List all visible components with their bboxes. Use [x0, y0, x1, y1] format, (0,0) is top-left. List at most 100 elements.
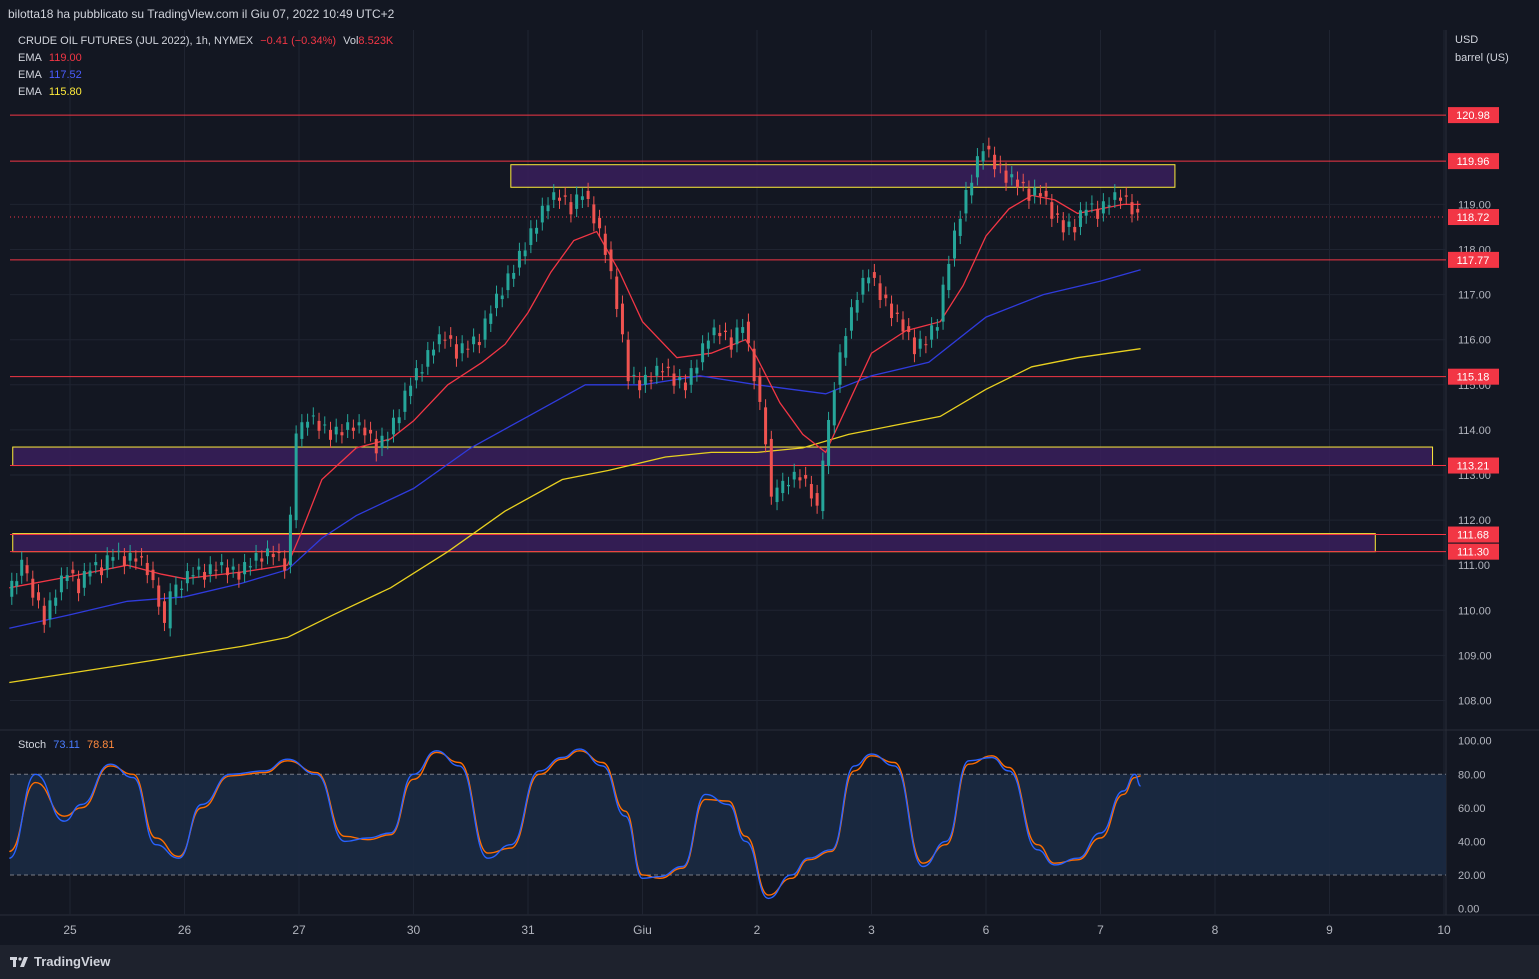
candle-body — [1107, 205, 1111, 207]
candle-body — [225, 567, 229, 576]
candle-body — [231, 566, 235, 570]
ema-value: 117.52 — [48, 69, 82, 81]
candle-body — [1124, 195, 1128, 197]
candle-body — [638, 380, 642, 391]
candle-body — [804, 475, 808, 479]
time-tick-label: 9 — [1326, 923, 1333, 937]
candle-body — [523, 250, 527, 257]
candle-body — [975, 156, 979, 178]
candle-body — [620, 303, 624, 335]
candle-body — [1136, 208, 1140, 213]
time-tick-label: 7 — [1097, 923, 1104, 937]
candle-body — [174, 584, 178, 597]
time-tick-label: 25 — [63, 923, 77, 937]
time-tick-label: 2 — [754, 923, 761, 937]
candle-body — [912, 337, 916, 355]
stoch-band-fill — [10, 774, 1446, 875]
candle-body — [311, 415, 315, 417]
footer-bar: TradingView — [0, 945, 1539, 979]
candle-body — [958, 218, 962, 236]
candle-body — [901, 319, 905, 332]
candle-body — [918, 338, 922, 349]
candle-body — [380, 435, 384, 448]
symbol-legend: CRUDE OIL FUTURES (JUL 2022), 1h, NYMEX … — [18, 35, 397, 47]
candle-body — [426, 350, 430, 367]
candle-body — [941, 284, 945, 322]
candle-body — [649, 380, 653, 382]
stoch-k-line — [8, 748, 1141, 900]
candle-body — [769, 438, 773, 497]
candle-body — [1021, 181, 1025, 184]
candle-body — [655, 365, 659, 376]
candle-body — [42, 605, 46, 625]
candle-body — [197, 566, 201, 570]
price-tick-label: 114.00 — [1458, 425, 1491, 437]
candle-body — [328, 429, 332, 440]
candle-body — [764, 407, 768, 445]
candle-body — [724, 330, 728, 333]
candle-body — [695, 367, 699, 374]
candle-body — [151, 569, 155, 581]
price-level-tag — [1448, 107, 1499, 124]
time-tick-label: 10 — [1437, 923, 1451, 937]
price-tick-label: 117.00 — [1458, 290, 1491, 302]
candle-body — [208, 564, 212, 575]
candle-body — [105, 555, 109, 570]
time-tick-label: 3 — [868, 923, 875, 937]
ema-legend-1[interactable]: EMA 119.00 — [18, 52, 86, 64]
ema-fast-line — [9, 194, 1141, 589]
candle-body — [1084, 209, 1088, 216]
supply-demand-zone — [12, 446, 1434, 467]
candle-body — [1078, 210, 1082, 227]
candle-body — [437, 334, 441, 345]
candle-body — [363, 427, 367, 436]
time-tick-label: 30 — [407, 923, 421, 937]
candle-body — [386, 439, 390, 442]
candle-body — [48, 600, 52, 620]
price-level-value: 119.96 — [1457, 156, 1490, 168]
stoch-legend[interactable]: Stoch 73.11 78.81 — [18, 739, 119, 751]
candle-body — [1050, 202, 1054, 219]
candle-body — [586, 190, 590, 199]
candle-body — [598, 217, 602, 229]
ema-legend-2[interactable]: EMA 117.52 — [18, 69, 86, 81]
candle-body — [1130, 202, 1134, 215]
candle-body — [449, 335, 453, 339]
candle-body — [397, 417, 401, 424]
candle-body — [953, 230, 957, 259]
candle-body — [357, 422, 361, 426]
candle-body — [678, 377, 682, 381]
candle-body — [10, 580, 14, 597]
ema-legend-3[interactable]: EMA 115.80 — [18, 86, 86, 98]
time-tick-label: 8 — [1212, 923, 1219, 937]
candle-body — [706, 340, 710, 349]
candle-body — [288, 514, 292, 566]
candle-body — [403, 390, 407, 412]
candle-body — [483, 318, 487, 340]
candle-body — [489, 313, 493, 324]
candle-body — [477, 341, 481, 346]
ema-label: EMA — [18, 69, 42, 81]
candle-body — [752, 348, 756, 382]
chart-canvas[interactable]: 108.00109.00110.00111.00112.00113.00114.… — [0, 0, 1539, 945]
candle-body — [214, 569, 218, 571]
candle-body — [443, 339, 447, 341]
stoch-tick-label: 40.00 — [1458, 836, 1486, 848]
candle-body — [907, 326, 911, 333]
candle-body — [1113, 192, 1117, 200]
price-tick-label: 112.00 — [1458, 515, 1491, 527]
tradingview-logo[interactable]: TradingView — [10, 954, 110, 969]
supply-demand-zone — [510, 164, 1176, 188]
ema-value: 119.00 — [48, 52, 82, 64]
candle-body — [546, 205, 550, 212]
candle-body — [930, 325, 934, 340]
candle-body — [540, 205, 544, 223]
candle-body — [306, 421, 310, 428]
candle-body — [460, 343, 464, 354]
price-level-tag — [1448, 543, 1499, 560]
candle-body — [157, 585, 161, 607]
published-caption: bilotta18 ha pubblicato su TradingView.c… — [8, 7, 395, 21]
candle-body — [334, 426, 338, 435]
candle-body — [827, 419, 831, 466]
candle-body — [552, 192, 556, 200]
